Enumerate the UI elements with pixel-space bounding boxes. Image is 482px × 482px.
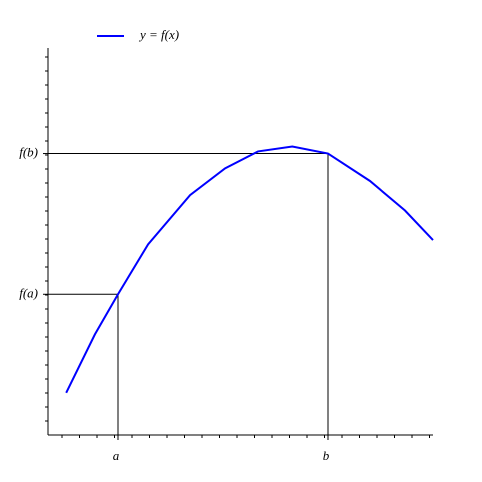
x-tick-label: a [113,448,120,463]
guide-line [48,293,119,435]
y-tick-label: f(b) [19,145,38,160]
series-line [65,145,434,394]
x-tick-label: b [323,448,330,463]
y-tick-label: f(a) [19,285,38,300]
legend-label: y = f(x) [138,27,179,42]
